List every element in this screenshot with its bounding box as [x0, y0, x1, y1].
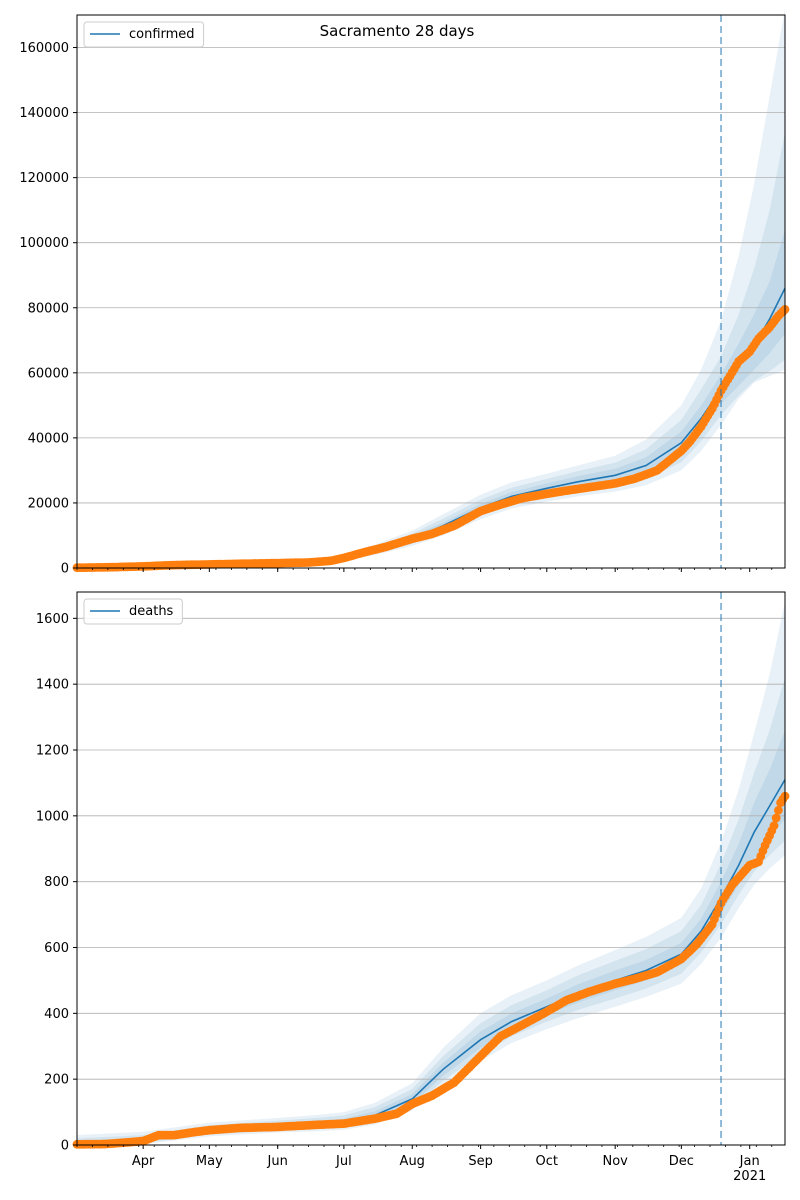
deaths-y-tick-label: 1400 [36, 678, 69, 693]
deaths-panel: 0 200 400 600 800 1000 1200 1400 1600 Apr May Jun J… [36, 591, 790, 1184]
deaths-y-tick-label: 1600 [36, 612, 69, 627]
confirmed-y-tick-label: 100000 [19, 236, 69, 251]
deaths-legend-label: deaths [129, 604, 174, 619]
deaths-x-tick-label: Jun [267, 1154, 288, 1169]
deaths-x-tick-label: May [196, 1154, 223, 1169]
deaths-y-ticks: 0 200 400 600 800 1000 1200 1400 1600 [36, 612, 77, 1154]
confirmed-y-tick-label: 20000 [28, 496, 69, 511]
confirmed-axes-frame [76, 14, 786, 569]
confirmed-axes [76, 14, 786, 569]
confirmed-y-tick-label: 160000 [19, 41, 69, 56]
deaths-axes-frame [76, 591, 786, 1146]
deaths-y-tick-label: 1000 [36, 809, 69, 824]
deaths-y-tick-label: 800 [44, 875, 69, 890]
confirmed-legend-box [83, 21, 205, 48]
deaths-x-tick-label: Aug [400, 1154, 425, 1169]
deaths-y-tick-label: 600 [44, 941, 69, 956]
confirmed-panel: 0 20000 40000 60000 80000 100000 120000 140000 1… [19, 8, 790, 577]
deaths-observed-point [771, 813, 781, 823]
confirmed-y-tick-label: 0 [61, 562, 69, 577]
deaths-y-tick-label: 0 [61, 1139, 69, 1154]
deaths-x-tick-label: Jul [335, 1154, 352, 1169]
confirmed-x-ticks [76, 568, 773, 572]
deaths-legend-box [83, 598, 183, 625]
deaths-x-tick-label: Oct [536, 1154, 558, 1169]
confirmed-y-tick-label: 80000 [28, 301, 69, 316]
deaths-x-tick-label: Dec [669, 1154, 694, 1169]
deaths-y-tick-label: 1200 [36, 744, 69, 759]
confirmed-y-tick-label: 120000 [19, 171, 69, 186]
deaths-observed-point [769, 821, 779, 831]
confirmed-y-tick-label: 40000 [28, 431, 69, 446]
deaths-x-tick-label: Sep [468, 1154, 493, 1169]
confirmed-observed-points [72, 305, 790, 573]
deaths-x-tick-label: 2021 [733, 1169, 766, 1184]
deaths-y-tick-label: 400 [44, 1007, 69, 1022]
deaths-axes [76, 591, 786, 1146]
confirmed-legend-label: confirmed [129, 27, 195, 42]
deaths-x-ticks [76, 1145, 773, 1149]
deaths-y-tick-label: 200 [44, 1073, 69, 1088]
deaths-legend: deaths [83, 598, 183, 625]
confirmed-legend: confirmed [83, 21, 205, 48]
confirmed-y-ticks: 0 20000 40000 60000 80000 100000 120000 140000 1… [19, 41, 77, 577]
chart-title: Sacramento 28 days [320, 22, 475, 40]
deaths-x-tick-label: Nov [602, 1154, 628, 1169]
deaths-observed-point [774, 805, 783, 815]
deaths-x-tick-label: Apr [132, 1154, 155, 1169]
deaths-observed-points [72, 791, 790, 1149]
confirmed-y-tick-label: 140000 [19, 106, 69, 121]
confirmed-y-tick-label: 60000 [28, 366, 69, 381]
deaths-x-tick-label: Jan [739, 1154, 760, 1169]
